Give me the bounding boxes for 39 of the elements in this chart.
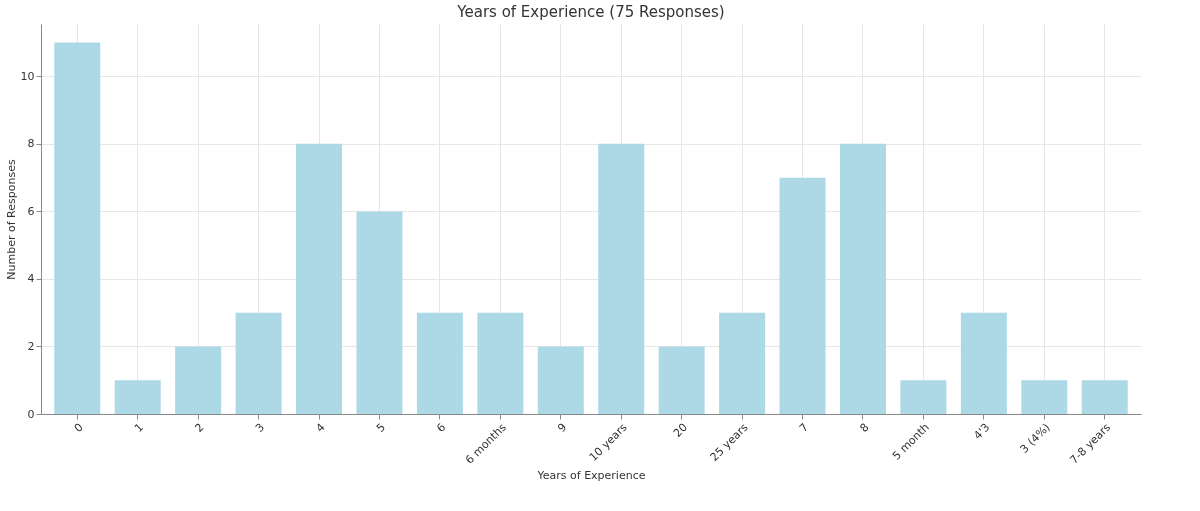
bar: [779, 177, 826, 414]
bar: [416, 312, 463, 414]
x-tick-label: 1: [132, 420, 147, 435]
bar: [900, 380, 947, 414]
bar: [960, 312, 1007, 414]
bar: [235, 312, 282, 414]
bar: [54, 42, 101, 414]
bar: [356, 211, 403, 414]
y-tick-label: 8: [27, 137, 35, 151]
bar: [477, 312, 524, 414]
x-tick-label: 6: [434, 420, 449, 435]
bar: [598, 143, 645, 414]
x-tick-label: 4: [313, 420, 328, 435]
y-tick-label: 2: [27, 339, 35, 353]
bar: [175, 346, 222, 414]
bar: [296, 143, 343, 414]
y-axis-title: Number of Responses: [4, 159, 18, 280]
x-tick-label: 7: [796, 420, 812, 435]
x-tick-label: 9: [555, 420, 570, 435]
x-tick-label: 20: [671, 420, 691, 440]
x-tick-label: 2: [192, 420, 207, 435]
bar: [1021, 380, 1068, 414]
y-tick-label: 4: [27, 272, 35, 286]
x-tick-label: 3: [252, 420, 268, 435]
x-tick-label: 0: [71, 420, 86, 435]
bar: [114, 380, 161, 414]
y-tick-label: 6: [27, 204, 35, 218]
bar: [658, 346, 705, 414]
bar: [719, 312, 766, 414]
y-tick-label: 10: [20, 69, 35, 83]
x-tick-label: 5: [373, 420, 388, 435]
chart-title: Years of Experience (75 Responses): [456, 3, 725, 21]
x-axis-title: Years of Experience: [536, 469, 646, 482]
bar: [839, 143, 886, 414]
bar: [537, 346, 584, 414]
x-tick-label: 4'3: [971, 420, 993, 443]
bar: [1081, 380, 1128, 414]
y-tick-label: 0: [27, 407, 35, 421]
x-tick-label: 8: [857, 420, 872, 435]
